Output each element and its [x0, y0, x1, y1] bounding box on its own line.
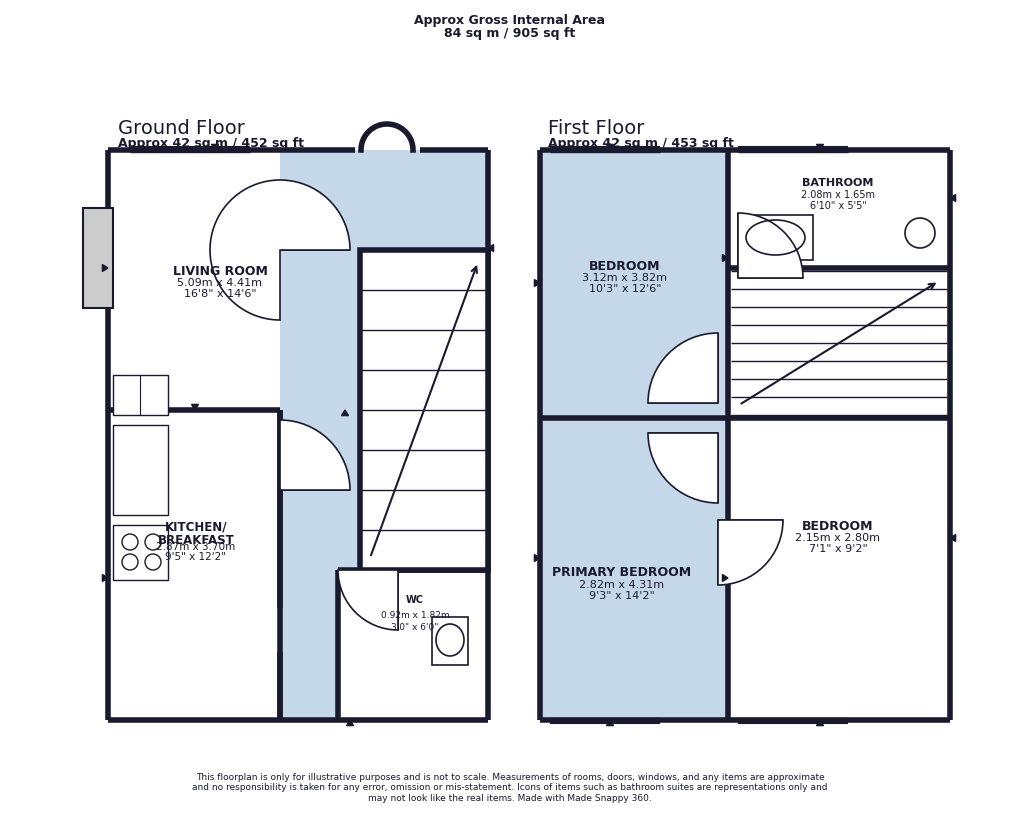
Text: WC: WC	[406, 595, 424, 605]
Text: 3.12m x 3.82m: 3.12m x 3.82m	[582, 273, 666, 283]
Polygon shape	[949, 194, 955, 201]
Bar	[738, 215, 812, 260]
Bar	[112, 150, 280, 406]
Text: Approx Gross Internal Area: Approx Gross Internal Area	[414, 13, 605, 27]
Bar	[539, 418, 728, 720]
Text: 7'1" x 9'2": 7'1" x 9'2"	[808, 544, 866, 554]
Bar	[113, 425, 168, 515]
Polygon shape	[606, 720, 612, 726]
Bar	[113, 525, 168, 580]
Bar	[360, 250, 487, 570]
Polygon shape	[721, 255, 728, 261]
Polygon shape	[487, 245, 493, 251]
Text: PRIMARY BEDROOM: PRIMARY BEDROOM	[552, 566, 691, 580]
Wedge shape	[280, 420, 350, 490]
Polygon shape	[815, 720, 822, 726]
Polygon shape	[211, 144, 218, 150]
Bar	[83, 208, 113, 308]
Polygon shape	[192, 405, 199, 410]
Text: 2.87m x 3.70m: 2.87m x 3.70m	[156, 541, 235, 551]
Bar	[360, 250, 487, 570]
Bar	[539, 150, 728, 418]
Text: 10'3" x 12'6": 10'3" x 12'6"	[588, 284, 660, 294]
Wedge shape	[210, 180, 350, 320]
Polygon shape	[102, 265, 108, 272]
Bar	[731, 150, 949, 265]
Wedge shape	[647, 333, 717, 403]
Bar	[338, 570, 487, 719]
Bar	[83, 208, 113, 308]
Polygon shape	[341, 410, 348, 416]
Bar	[112, 410, 280, 716]
Bar	[731, 268, 949, 717]
Wedge shape	[738, 213, 802, 278]
Text: 2.08m x 1.65m: 2.08m x 1.65m	[800, 190, 874, 200]
Bar	[111, 339, 169, 717]
Text: KITCHEN/: KITCHEN/	[165, 521, 227, 534]
Polygon shape	[534, 555, 539, 561]
Text: Ground Floor: Ground Floor	[118, 118, 245, 137]
Text: 5.09m x 4.41m: 5.09m x 4.41m	[177, 278, 262, 288]
Wedge shape	[717, 520, 783, 585]
Text: Approx 42 sq m / 453 sq ft: Approx 42 sq m / 453 sq ft	[547, 137, 733, 149]
Polygon shape	[534, 280, 539, 287]
Bar	[731, 271, 946, 415]
Bar	[280, 150, 487, 720]
Bar	[113, 375, 168, 415]
Text: BEDROOM: BEDROOM	[802, 520, 873, 532]
Text: LIVING ROOM: LIVING ROOM	[172, 265, 267, 277]
Bar	[432, 617, 468, 665]
Text: This floorplan is only for illustrative purposes and is not to scale. Measuremen: This floorplan is only for illustrative …	[192, 773, 827, 803]
Text: First Floor: First Floor	[547, 118, 644, 137]
Text: 0.92m x 1.82m: 0.92m x 1.82m	[380, 611, 449, 619]
Wedge shape	[337, 570, 397, 630]
Text: 16'8" x 14'6": 16'8" x 14'6"	[183, 289, 256, 299]
Polygon shape	[346, 720, 354, 726]
Polygon shape	[949, 535, 955, 541]
Text: 6'10" x 5'5": 6'10" x 5'5"	[809, 201, 865, 211]
Text: 3'0" x 6'0": 3'0" x 6'0"	[391, 623, 438, 633]
Text: 9'5" x 12'2": 9'5" x 12'2"	[165, 552, 226, 562]
Polygon shape	[102, 575, 108, 582]
Text: 2.82m x 4.31m: 2.82m x 4.31m	[579, 580, 664, 590]
Polygon shape	[721, 575, 728, 582]
Text: Approx 42 sq m / 452 sq ft: Approx 42 sq m / 452 sq ft	[118, 137, 304, 149]
Text: 2.15m x 2.80m: 2.15m x 2.80m	[795, 533, 879, 543]
Text: BATHROOM: BATHROOM	[802, 178, 873, 188]
Polygon shape	[815, 144, 822, 150]
Text: 84 sq m / 905 sq ft: 84 sq m / 905 sq ft	[444, 27, 575, 39]
Text: 9'3" x 14'2": 9'3" x 14'2"	[589, 591, 654, 601]
Text: BEDROOM: BEDROOM	[589, 260, 660, 272]
Text: BREAKFAST: BREAKFAST	[158, 534, 234, 547]
Wedge shape	[647, 433, 717, 503]
Polygon shape	[606, 144, 612, 150]
